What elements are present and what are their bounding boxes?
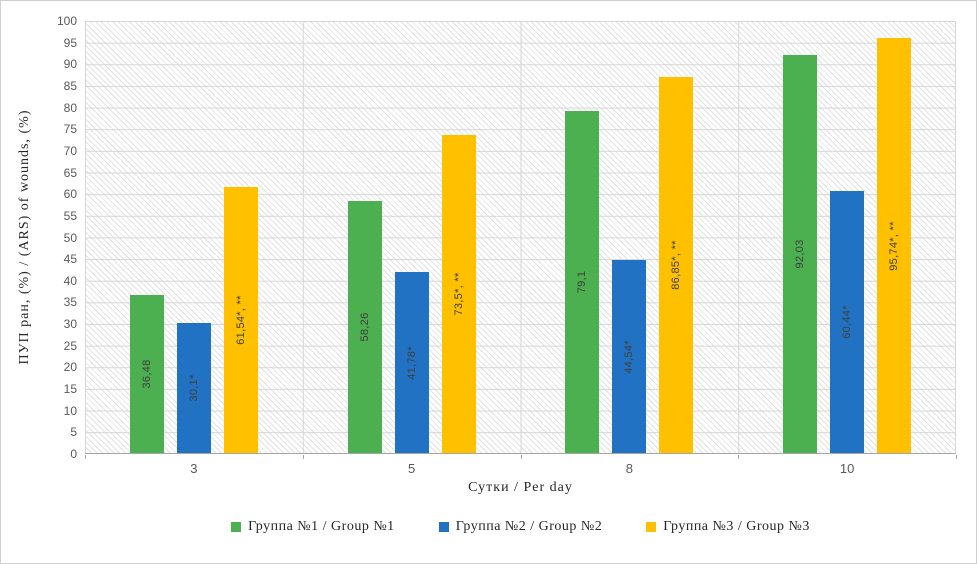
bar-data-label: 58,26: [358, 312, 371, 342]
x-axis-tickmark: [738, 455, 740, 459]
bar-series1-cat5: 58,26: [347, 200, 382, 453]
bar-series3-cat8: 86,85*, **: [659, 76, 694, 453]
bar-series2-cat8: 44,54*: [612, 260, 647, 453]
x-axis-title: Сутки / Per day: [468, 480, 573, 495]
bar-series2-cat10: 60,44*: [830, 191, 865, 453]
y-tick-label-85: 85: [63, 78, 77, 93]
y-tick-label-75: 75: [63, 122, 77, 137]
bar-data-label: 61,54*, **: [234, 295, 247, 345]
y-tick-label-45: 45: [63, 252, 77, 267]
bar-data-label: 30,1*: [187, 374, 200, 402]
bar-series1-cat3: 36,48: [129, 295, 164, 453]
legend-color-swatch-icon: [646, 522, 657, 532]
bar-series3-cat5: 73,5*, **: [441, 134, 476, 453]
x-axis-tickmark: [956, 455, 957, 459]
y-tick-label-0: 0: [70, 447, 77, 461]
y-tick-label-60: 60: [63, 187, 77, 202]
legend-label: Группа №3 / Group №3: [663, 519, 810, 534]
bar-data-label: 86,85*, **: [670, 240, 683, 290]
legend-item-group3: Группа №3 / Group №3: [646, 519, 810, 535]
legend-color-swatch-icon: [231, 522, 242, 532]
bar-data-label: 44,54*: [623, 339, 636, 374]
y-tick-label-70: 70: [63, 143, 77, 158]
y-tick-label-20: 20: [63, 360, 77, 375]
y-tick-label-80: 80: [63, 100, 77, 115]
x-tick-label-5: 5: [408, 461, 416, 476]
bar-series2-cat3: 30,1*: [176, 322, 211, 453]
y-tick-label-30: 30: [63, 317, 77, 332]
x-tick-label-8: 8: [625, 461, 633, 476]
y-tick-label-10: 10: [63, 403, 77, 418]
legend-item-group1: Группа №1 / Group №1: [231, 519, 395, 535]
legend-item-group2: Группа №2 / Group №2: [438, 519, 603, 535]
legend-color-swatch-icon: [438, 522, 449, 532]
y-axis-title: ПУП ран, (%) / (ARS) of wounds, (%): [17, 109, 32, 365]
y-tick-label-5: 5: [70, 425, 77, 440]
y-tick-label-50: 50: [63, 230, 77, 245]
x-tick-label-10: 10: [839, 461, 855, 476]
y-tick-label-95: 95: [63, 35, 77, 50]
x-tick-label-3: 3: [190, 461, 198, 476]
plot-area: 36,48 30,1* 61,54*, ** 58,26 41,78* 73,5*, **…: [85, 21, 956, 454]
bar-data-label: 41,78*: [405, 345, 418, 380]
legend-label: Группа №2 / Group №2: [455, 519, 603, 534]
bar-data-label: 95,74*, **: [888, 220, 901, 271]
bar-series3-cat3: 61,54*, **: [223, 186, 258, 453]
y-tick-label-90: 90: [63, 57, 77, 72]
bar-data-label: 60,44*: [841, 305, 854, 339]
y-tick-label-65: 65: [63, 165, 77, 180]
y-tick-label-55: 55: [63, 208, 77, 223]
y-tick-label-40: 40: [63, 273, 77, 288]
bar-data-label: 36,48: [140, 359, 153, 389]
x-axis-tickmark: [85, 455, 86, 459]
bar-series1-cat10: 92,03: [783, 54, 818, 453]
legend: Группа №1 / Group №1 Группа №2 / Group №2…: [85, 519, 956, 535]
y-tick-label-15: 15: [63, 382, 77, 397]
x-axis-tickmark: [520, 455, 522, 459]
bar-data-label: 73,5*, **: [452, 272, 465, 316]
bar-series2-cat5: 41,78*: [394, 272, 429, 453]
bar-data-label: 79,1: [576, 270, 589, 294]
bar-series1-cat8: 79,1: [565, 110, 600, 453]
y-tick-label-100: 100: [56, 14, 77, 28]
bar-data-label: 92,03: [794, 239, 807, 269]
x-axis-tickmark: [302, 455, 304, 459]
y-tick-label-25: 25: [63, 338, 77, 353]
legend-label: Группа №1 / Group №1: [248, 519, 395, 534]
y-tick-label-35: 35: [63, 295, 77, 310]
bar-series3-cat10: 95,74*, **: [877, 38, 912, 453]
